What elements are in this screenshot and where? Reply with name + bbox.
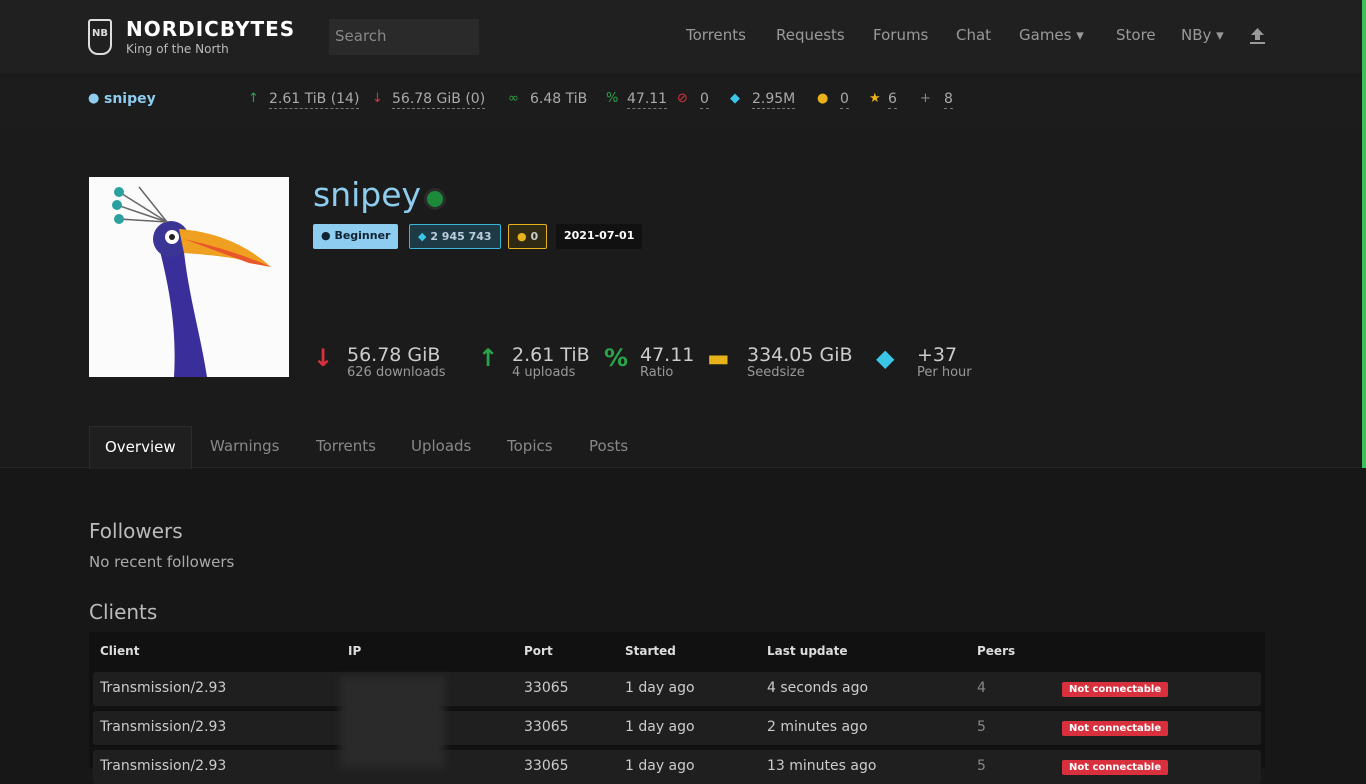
nav-link[interactable]: Torrents (686, 26, 746, 44)
clients-heading: Clients (89, 600, 158, 624)
upload-icon[interactable] (1249, 27, 1266, 45)
column-header: Peers (977, 644, 1016, 658)
followers-heading: Followers (89, 519, 183, 543)
cell-port: 33065 (524, 758, 569, 774)
stat-label: 4 uploads (512, 365, 576, 380)
status-stars[interactable]: 6 (888, 91, 897, 109)
status-icon: ● (817, 91, 829, 106)
status-icon: ↓ (372, 91, 383, 106)
cell-client: Transmission/2.93 (100, 758, 227, 774)
nav-link[interactable]: Forums (873, 26, 929, 44)
cell-last-update: 2 minutes ago (767, 719, 868, 735)
stat-icon: ↑ (478, 344, 499, 372)
class-text: Beginner (334, 229, 391, 242)
cell-peers: 4 (977, 680, 986, 696)
bonus-text: 2 945 743 (430, 230, 492, 243)
tagline: King of the North (126, 42, 229, 56)
column-header: IP (348, 644, 362, 658)
nav-link[interactable]: NBy ▾ (1181, 26, 1224, 44)
status-username[interactable]: snipey (104, 91, 156, 107)
coins-text: 0 (530, 230, 539, 243)
stat-label: Ratio (640, 365, 674, 380)
cell-client: Transmission/2.93 (100, 719, 227, 735)
stat-value: 2.61 TiB (512, 344, 590, 366)
stat-icon: % (604, 344, 629, 372)
header: NB NORDICBYTES King of the North Search … (0, 0, 1366, 73)
stat-value: 334.05 GiB (747, 344, 853, 366)
column-header: Last update (767, 644, 848, 658)
followers-text: No recent followers (89, 553, 235, 571)
stat-value: 47.11 (640, 344, 695, 366)
stat-icon: ↓ (313, 344, 334, 372)
tab[interactable]: Torrents (316, 437, 376, 455)
nav-link[interactable]: Requests (776, 26, 845, 44)
cell-started: 1 day ago (625, 758, 695, 774)
joined-badge: 2021-07-01 (556, 224, 643, 249)
status-icon: + (920, 91, 931, 106)
tab[interactable]: Topics (507, 437, 553, 455)
status-bar (0, 73, 1366, 128)
status-buffer[interactable]: 6.48 TiB (530, 91, 588, 107)
nav-link[interactable]: Chat (956, 26, 992, 44)
cell-started: 1 day ago (625, 680, 695, 696)
logo-mark[interactable]: NB (88, 19, 112, 55)
stat-icon: ◆ (876, 344, 895, 372)
status-download[interactable]: 56.78 GiB (0) (392, 91, 486, 109)
tab[interactable]: Overview (89, 426, 192, 469)
profile-name: snipey (313, 175, 422, 214)
cell-client: Transmission/2.93 (100, 680, 227, 696)
status-coins[interactable]: 0 (840, 91, 849, 109)
stat-value: 56.78 GiB (347, 344, 441, 366)
status-invites[interactable]: 8 (944, 91, 953, 109)
column-header: Client (100, 644, 140, 658)
stat-label: Per hour (917, 365, 972, 380)
stat-icon: ▬ (707, 344, 730, 372)
class-badge: ● Beginner (313, 224, 399, 249)
status-hit-and-runs[interactable]: 0 (700, 91, 709, 109)
status-icon: ● (88, 91, 100, 106)
bonus-badge: ◆ 2 945 743 (409, 224, 501, 249)
search-input[interactable]: Search (329, 19, 479, 55)
cell-port: 33065 (524, 719, 569, 735)
coins-badge: ● 0 (508, 224, 548, 249)
tab[interactable]: Warnings (210, 437, 280, 455)
nav-link[interactable]: Games ▾ (1019, 26, 1084, 44)
cell-peers: 5 (977, 758, 986, 774)
stat-label: Seedsize (747, 365, 805, 380)
status-icon: % (606, 91, 619, 106)
scrollbar (1362, 0, 1366, 468)
client-row: Transmission/2.93 33065 1 day ago 2 minutes… (93, 711, 1261, 745)
cell-peers: 5 (977, 719, 986, 735)
cell-last-update: 4 seconds ago (767, 680, 869, 696)
cell-port: 33065 (524, 680, 569, 696)
nav-link[interactable]: Store (1116, 26, 1156, 44)
ip-blurred (340, 676, 445, 768)
cell-started: 1 day ago (625, 719, 695, 735)
tab[interactable]: Uploads (411, 437, 472, 455)
status-pill: Not connectable (1062, 682, 1169, 697)
client-row: Transmission/2.93 33065 1 day ago 13 minute… (93, 750, 1261, 784)
tab[interactable]: Posts (589, 437, 629, 455)
cell-last-update: 13 minutes ago (767, 758, 877, 774)
column-header: Started (625, 644, 676, 658)
online-indicator (424, 188, 446, 210)
status-bonus[interactable]: 2.95M (752, 91, 796, 109)
status-upload[interactable]: 2.61 TiB (14) (269, 91, 360, 109)
stat-value: +37 (917, 344, 958, 366)
avatar (89, 177, 289, 377)
status-ratio[interactable]: 47.11 (627, 91, 668, 109)
status-icon: ↑ (248, 91, 259, 106)
column-header: Port (524, 644, 553, 658)
status-pill: Not connectable (1062, 721, 1169, 736)
site-name[interactable]: NORDICBYTES (126, 17, 296, 41)
status-icon: ◆ (730, 91, 740, 106)
status-icon: ★ (869, 91, 881, 106)
status-icon: ∞ (508, 91, 519, 106)
status-icon: ⊘ (677, 91, 688, 106)
stat-label: 626 downloads (347, 365, 446, 380)
client-row: Transmission/2.93 33065 1 day ago 4 seconds… (93, 672, 1261, 706)
